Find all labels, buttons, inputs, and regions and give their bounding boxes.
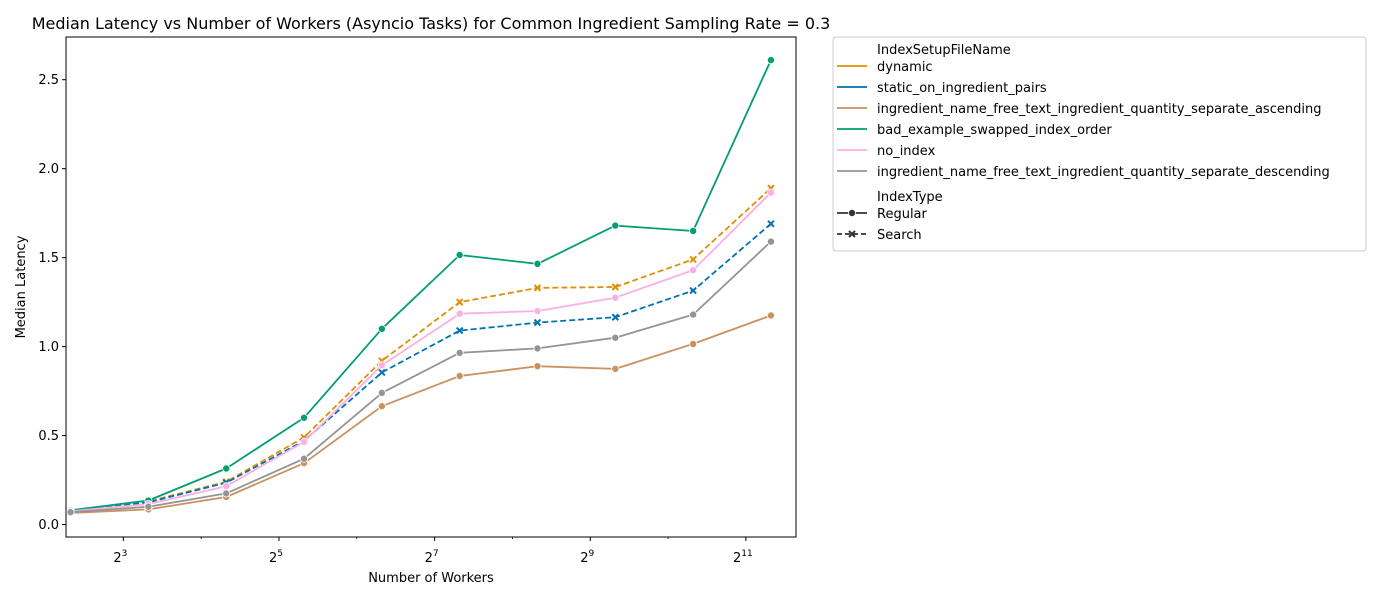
series-line bbox=[70, 314, 772, 514]
data-point bbox=[455, 250, 464, 259]
data-point bbox=[766, 188, 775, 197]
x-tick-label: 25 bbox=[269, 549, 283, 566]
legend-style-title: IndexType bbox=[877, 190, 943, 205]
data-point bbox=[144, 502, 153, 511]
data-point bbox=[533, 284, 542, 292]
data-point bbox=[455, 348, 464, 357]
data-point bbox=[766, 237, 775, 246]
data-point bbox=[689, 286, 697, 295]
data-point bbox=[611, 313, 620, 321]
data-point bbox=[611, 283, 620, 291]
series-dynamic bbox=[66, 184, 775, 516]
x-tick-label: 211 bbox=[733, 549, 753, 566]
series-line bbox=[70, 223, 772, 513]
x-axis-label: Number of Workers bbox=[368, 571, 494, 586]
series-line bbox=[70, 240, 772, 513]
data-point bbox=[533, 344, 542, 353]
y-tick-label: 1.5 bbox=[38, 251, 59, 266]
series-no-index bbox=[66, 188, 775, 516]
data-point bbox=[377, 402, 386, 411]
data-point bbox=[222, 489, 231, 498]
data-point bbox=[455, 298, 464, 306]
data-point bbox=[767, 220, 775, 228]
legend-style-marker bbox=[848, 230, 856, 238]
x-axis: 23 25 27 29 211 bbox=[113, 537, 753, 566]
series-line bbox=[70, 192, 772, 513]
legend-label: dynamic bbox=[877, 60, 933, 75]
data-point bbox=[533, 259, 542, 268]
data-point bbox=[377, 388, 386, 397]
data-point bbox=[455, 371, 464, 380]
legend-hue-title: IndexSetupFileName bbox=[877, 43, 1011, 58]
data-point bbox=[455, 326, 464, 335]
data-point bbox=[766, 56, 775, 65]
y-tick-label: 2.5 bbox=[38, 73, 59, 88]
data-point bbox=[377, 324, 386, 333]
x-tick-label: 29 bbox=[580, 549, 594, 566]
data-point bbox=[66, 508, 75, 517]
x-tick-label: 27 bbox=[425, 549, 439, 566]
data-point bbox=[611, 333, 620, 342]
plot-frame bbox=[65, 36, 797, 538]
data-point bbox=[689, 266, 698, 275]
legend-label: static_on_ingredient_pairs bbox=[877, 81, 1047, 96]
data-point bbox=[689, 226, 698, 235]
data-point bbox=[533, 307, 542, 316]
data-point bbox=[378, 368, 386, 377]
data-point bbox=[611, 364, 620, 373]
data-point bbox=[300, 437, 309, 446]
plot-area bbox=[66, 56, 775, 517]
legend: IndexSetupFileName dynamic static_on_ingr… bbox=[832, 36, 1367, 252]
data-point bbox=[533, 362, 542, 371]
series-static-on-ingredient-pairs bbox=[66, 220, 775, 516]
series-line bbox=[70, 59, 772, 512]
data-point bbox=[300, 454, 309, 463]
data-point bbox=[611, 293, 620, 302]
legend-label: no_index bbox=[877, 144, 936, 159]
series-line bbox=[70, 187, 772, 513]
legend-label: bad_example_swapped_index_order bbox=[877, 123, 1112, 138]
data-point bbox=[766, 311, 775, 320]
data-point bbox=[377, 361, 386, 370]
y-tick-label: 1.0 bbox=[38, 340, 59, 355]
y-tick-label: 0.0 bbox=[38, 518, 59, 533]
y-tick-label: 0.5 bbox=[38, 429, 59, 444]
legend-label: ingredient_name_free_text_ingredient_qua… bbox=[877, 165, 1330, 180]
legend-style-label: Search bbox=[877, 228, 922, 243]
chart-title: Median Latency vs Number of Workers (Asy… bbox=[32, 14, 831, 33]
series-bad-example-swapped-index-order bbox=[66, 56, 775, 515]
legend-style-label: Regular bbox=[877, 207, 928, 222]
legend-style-marker bbox=[848, 208, 857, 217]
legend-label: ingredient_name_free_text_ingredient_qua… bbox=[877, 102, 1321, 117]
data-point bbox=[611, 221, 620, 230]
data-point bbox=[533, 318, 542, 327]
y-axis-label: Median Latency bbox=[14, 235, 29, 338]
data-point bbox=[689, 339, 698, 348]
y-axis: 0.0 0.5 1.0 1.5 2.0 2.5 bbox=[38, 73, 66, 533]
series-ingredient-name-free-text-ingredient-quantity-separate-ascending bbox=[66, 311, 775, 517]
legend-frame bbox=[832, 36, 1367, 252]
series-ingredient-name-free-text-ingredient-quantity-separate-descending bbox=[66, 237, 775, 517]
x-tick-label: 23 bbox=[113, 549, 127, 566]
data-point bbox=[300, 413, 309, 422]
data-point bbox=[222, 464, 231, 473]
data-point bbox=[689, 310, 698, 319]
data-point bbox=[455, 309, 464, 318]
y-tick-label: 2.0 bbox=[38, 162, 59, 177]
data-point bbox=[222, 482, 231, 491]
data-point bbox=[689, 255, 697, 264]
